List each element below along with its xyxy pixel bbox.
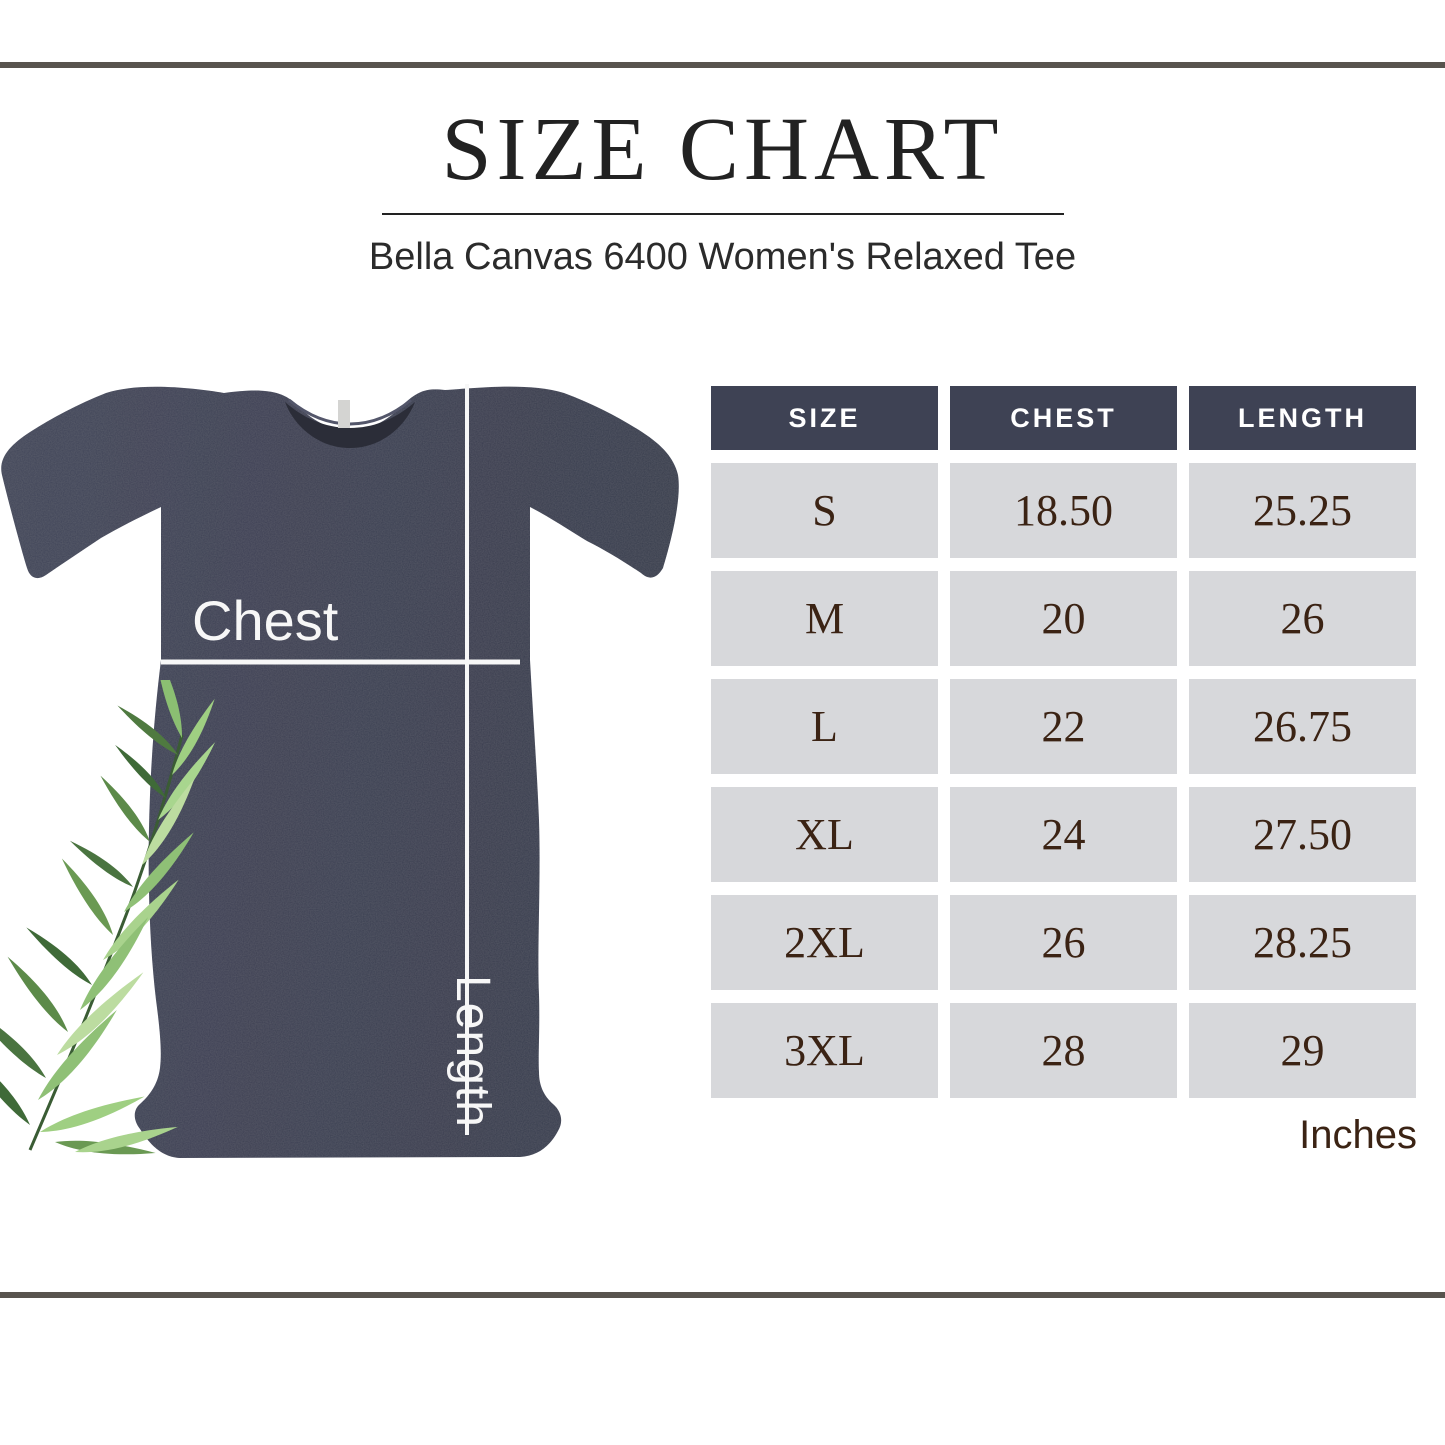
svg-text:Chest: Chest <box>192 589 339 652</box>
svg-text:Length: Length <box>446 975 499 1128</box>
